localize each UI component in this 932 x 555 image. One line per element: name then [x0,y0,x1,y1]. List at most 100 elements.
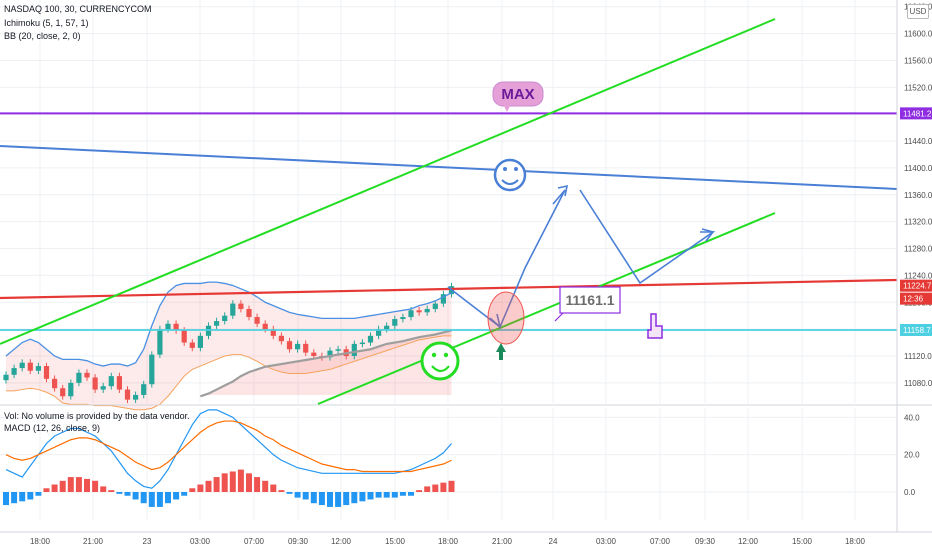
time-tick-label: 03:00 [190,537,211,546]
bb-lower-line [6,335,452,411]
macd-histogram-bar [108,490,115,492]
candle-body [84,372,90,378]
bb-legend[interactable]: BB (20, close, 2, 0) [4,31,81,41]
candle-body [327,350,333,358]
time-badge: 12:36 [903,295,924,304]
candle-body [408,310,414,318]
candle-body [359,342,365,345]
macd-histogram-bar [205,480,212,492]
candle-body [295,343,301,350]
candle-body [116,376,122,390]
macd-histogram-bar [383,492,390,498]
time-tick-label: 18:00 [30,537,51,546]
candle-body [19,362,25,369]
support-price-tag: 11158.7 [903,326,931,335]
signal-line [5,420,452,473]
macd-histogram-bar [278,490,285,492]
candle-body [400,317,406,320]
candle-body [108,376,114,387]
macd-histogram-bar [229,471,236,492]
candle-body [278,335,284,342]
candle-body [440,294,446,304]
macd-lines [5,409,452,489]
candle-body [76,372,82,383]
volume-legend: Vol: No volume is provided by the data v… [4,411,190,421]
macd-histogram-bar [43,488,50,492]
macd-histogram-bar [237,469,244,492]
macd-histogram-bar [132,492,139,500]
time-tick-label: 24 [549,537,558,546]
macd-histogram-bar [294,492,301,498]
candle-body [68,382,74,397]
time-tick-label: 09:30 [695,537,716,546]
max-label-bg [492,81,544,107]
candle-body [92,377,98,390]
macd-histogram-bar [165,492,171,504]
time-tick-label: 09:30 [288,537,309,546]
green-face-mouth-icon [431,365,450,373]
candle-body [376,329,382,336]
candle-body [230,303,236,316]
green-face-icon [420,341,460,381]
macd-histogram-bar [367,492,374,500]
green-up-arrow-icon [496,343,506,360]
time-tick-label: 21:00 [83,537,104,546]
macd-histogram-bar [448,480,455,492]
candle-body [43,366,50,379]
candle-body [254,317,260,324]
candle-body [384,325,390,330]
price-note-text: 11161.1 [565,292,614,308]
price-note-box [559,286,621,314]
macd-legend[interactable]: MACD (12, 26, close, 9) [4,423,101,433]
max-price-tag: 11481.2 [903,109,932,118]
macd-histogram-bar [270,484,277,492]
support-price-tag-bg [900,323,932,336]
time-tick-label: 07:00 [244,537,265,546]
time-tick-label: 21:00 [492,537,513,546]
max-price-tag-bg [900,107,932,120]
last-price-tag: 11224.7 [903,282,932,291]
candle-body [124,389,131,400]
macd-histogram-bar [67,477,74,492]
happy-face-mouth-icon [501,179,519,185]
macd-histogram-bar [75,477,82,492]
candle-body [173,323,179,331]
price-tick-label: 11280.0 [904,245,932,254]
price-tick-label: 11080.0 [904,379,932,388]
macd-histogram-bar [140,492,147,504]
last-price-tag-bg [900,279,932,292]
macd-histogram-bar [351,492,358,504]
max-label-pointer [503,104,511,112]
annotations[interactable]: 11481.2 11224.7 12:36 11158.7 MAX 11161.1 [420,81,932,381]
macd-tick-label: 20.0 [904,451,920,460]
macd-histogram-bar [391,492,398,498]
macd-histogram-bar [335,492,342,507]
projection-arrow-down-up [579,189,716,285]
ichimoku-legend[interactable]: Ichimoku (5, 1, 57, 1) [4,18,89,28]
candle-body [246,308,252,318]
candle-body [141,384,147,395]
symbol-legend[interactable]: NASDAQ 100, 30, CURRENCYCOM [4,4,152,14]
ichimoku-base-line [200,329,452,398]
time-tick-label: 07:00 [650,537,671,546]
candle-body [52,378,58,389]
macd-histogram-bar [3,492,9,506]
candle-body [11,368,17,375]
macd-histogram-bar [286,492,293,494]
time-tick-label: 23 [143,537,152,546]
drawings[interactable] [0,18,898,405]
macd-histogram [3,469,455,507]
currency-badge[interactable]: USD [907,4,929,19]
happy-face-eye-icon [514,167,518,171]
price-tick-label: 11400.0 [904,164,932,173]
candle-body [165,323,171,330]
happy-face-icon [493,158,527,192]
time-badge-bg [900,292,932,305]
time-tick-label: 12:00 [331,537,352,546]
candle-body [432,303,438,309]
candle-body [303,343,309,353]
candle-body [35,366,41,371]
arrow-head-target [701,228,715,242]
